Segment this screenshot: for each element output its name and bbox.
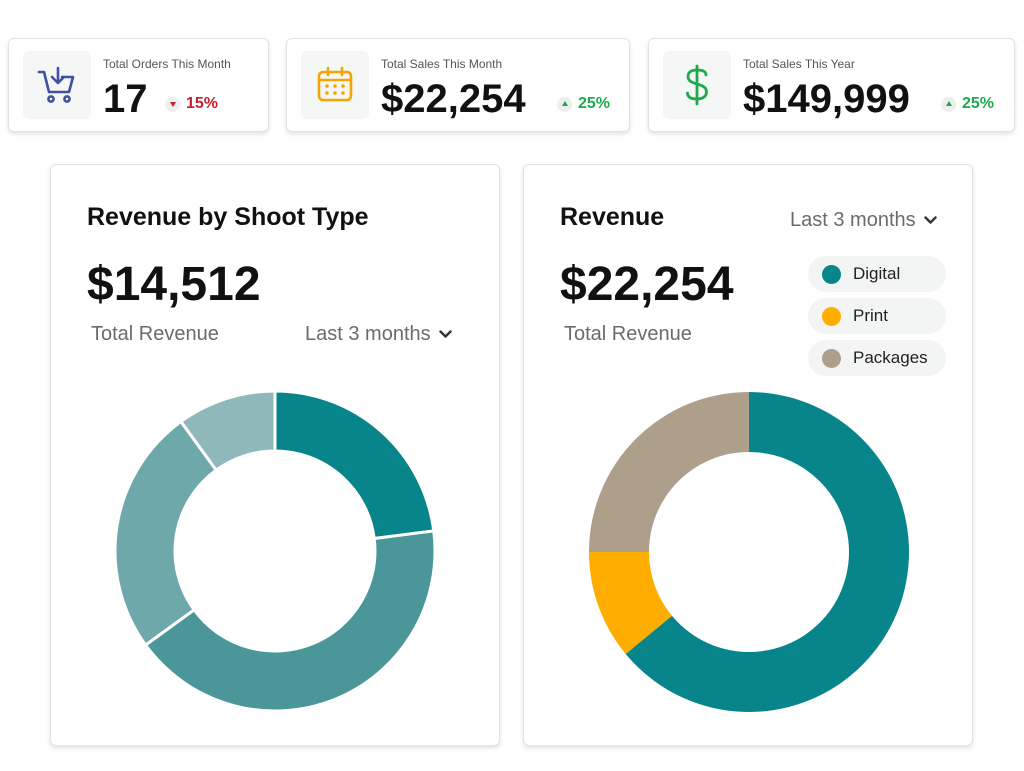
stat-label: Total Sales This Month <box>381 57 503 71</box>
range-dropdown[interactable]: Last 3 months <box>790 209 937 232</box>
range-dropdown[interactable]: Last 3 months <box>305 323 452 346</box>
stat-card-orders: Total Orders This Month 17 15% <box>8 38 269 132</box>
donut-slice-digital <box>625 392 909 712</box>
revenue-donut-chart <box>589 392 909 712</box>
dollar-icon <box>686 64 708 106</box>
panel-amount: $22,254 <box>560 258 734 311</box>
stat-label: Total Sales This Year <box>743 57 855 71</box>
arrow-up-icon <box>941 96 956 112</box>
range-dropdown-label: Last 3 months <box>790 209 916 231</box>
arrow-up-icon <box>557 96 572 112</box>
panel-subtitle: Total Revenue <box>91 323 219 345</box>
legend-label: Print <box>853 306 888 325</box>
calendar-icon <box>317 66 353 102</box>
chevron-down-icon <box>438 330 452 338</box>
legend-label: Digital <box>853 264 901 283</box>
stat-change-up: 25% <box>941 95 994 113</box>
legend-item-packages: Packages <box>808 340 946 376</box>
stat-change-value: 25% <box>962 95 995 112</box>
stat-card-year-sales: Total Sales This Year $149,999 25% <box>648 38 1015 132</box>
legend-dot <box>822 264 841 284</box>
stat-change-value: 15% <box>186 95 219 112</box>
donut-slice-2 <box>143 529 437 713</box>
stat-card-month-sales: Total Sales This Month $22,254 25% <box>286 38 630 132</box>
stat-change-down: 15% <box>165 95 218 113</box>
legend-item-digital: Digital <box>808 256 946 292</box>
stat-value: $149,999 <box>743 77 910 121</box>
stat-change-up: 25% <box>557 95 610 113</box>
panel-title: Revenue by Shoot Type <box>87 203 369 231</box>
panel-amount: $14,512 <box>87 258 261 311</box>
cart-download-icon <box>37 66 75 103</box>
stat-icon-box <box>23 51 91 119</box>
chevron-down-icon <box>923 216 937 224</box>
legend-label: Packages <box>853 348 928 367</box>
legend-dot <box>822 306 841 326</box>
range-dropdown-label: Last 3 months <box>305 323 431 345</box>
stat-value: 17 <box>103 77 148 121</box>
stat-value: $22,254 <box>381 77 526 121</box>
panel-title: Revenue <box>560 203 665 231</box>
donut-slice-print <box>589 552 672 654</box>
donut-slice-3 <box>113 419 219 648</box>
donut-slice-1 <box>273 389 436 541</box>
stat-icon-box <box>663 51 731 119</box>
shoot-type-panel: Revenue by Shoot Type $14,512 Total Reve… <box>50 164 500 746</box>
stat-change-value: 25% <box>578 95 611 112</box>
legend-item-print: Print <box>808 298 946 334</box>
stat-icon-box <box>301 51 369 119</box>
legend-dot <box>822 348 841 368</box>
donut-slice-4 <box>178 389 277 473</box>
revenue-panel: Revenue Last 3 months $22,254 Total Reve… <box>523 164 973 746</box>
shoot-type-donut-chart <box>113 389 437 713</box>
arrow-down-icon <box>165 96 180 112</box>
panel-subtitle: Total Revenue <box>564 323 692 345</box>
donut-slice-packages <box>589 392 749 552</box>
stat-label: Total Orders This Month <box>103 57 231 71</box>
